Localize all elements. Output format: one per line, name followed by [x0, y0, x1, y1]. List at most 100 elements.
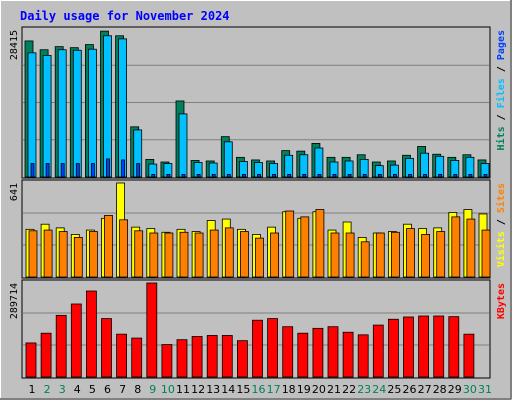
bar-files: [223, 141, 233, 178]
bar-pages: [45, 163, 50, 178]
x-tick-label: 25: [387, 383, 401, 396]
bar-sites: [104, 215, 113, 278]
bar-files: [103, 35, 112, 178]
bar-kbytes: [282, 326, 294, 378]
x-tick-label: 5: [89, 383, 96, 396]
x-tick-label: 28: [433, 383, 447, 396]
bar-sites: [58, 231, 68, 278]
chart-panels: 28415 Hits / Files / Pages 641 Visits / Sit…: [9, 26, 507, 379]
series-legend: Visits / Sites: [495, 183, 507, 267]
y-max-label: 28415: [9, 30, 20, 60]
bar-sites: [73, 237, 83, 278]
bar-pages: [287, 174, 292, 178]
bar-kbytes: [418, 315, 430, 378]
panel-hits-files-pages: 28415 Hits / Files / Pages: [9, 26, 507, 179]
bar-files: [284, 154, 294, 178]
bar-pages: [302, 174, 307, 178]
bar-sites: [239, 231, 249, 278]
bar-pages: [136, 163, 141, 178]
bar-kbytes: [372, 324, 384, 378]
panel-visits-sites: 641 Visits / Sites: [9, 179, 507, 279]
bar-sites: [315, 209, 325, 278]
bar-sites: [330, 232, 340, 278]
bar-pages: [377, 174, 382, 178]
bar-sites: [466, 218, 476, 278]
bar-sites: [436, 231, 446, 278]
x-tick-label: 11: [176, 383, 190, 396]
bar-kbytes: [191, 336, 203, 378]
bar-pages: [211, 174, 216, 178]
x-axis-labels: 1 2 3 4 5 6 7 8 9 10 11 12 13 14 15 16 17 18 19 20 21 22 23 24 2…: [29, 383, 493, 396]
legend-part: KBytes: [496, 283, 507, 319]
bar-kbytes: [267, 318, 279, 378]
bar-pages: [106, 158, 110, 178]
bar-kbytes: [206, 335, 218, 378]
bar-pages: [226, 174, 231, 178]
x-tick-label: 27: [418, 383, 432, 396]
panel-kbytes: 289714 KBytes: [9, 279, 507, 379]
bar-sites: [179, 231, 189, 278]
bar-sites: [255, 237, 264, 278]
x-tick-label: 15: [236, 383, 250, 396]
x-tick-label: 26: [403, 383, 417, 396]
bar-files: [118, 38, 127, 178]
x-tick-label: 8: [134, 383, 141, 396]
legend-part: /: [496, 60, 507, 78]
bar-files: [178, 113, 188, 178]
bar-pages: [166, 174, 171, 178]
bar-sites: [300, 216, 310, 278]
bar-kbytes: [25, 342, 37, 378]
bar-kbytes: [55, 314, 67, 378]
bar-kbytes: [448, 316, 460, 378]
bar-pages: [423, 174, 428, 178]
bar-kbytes: [221, 335, 233, 378]
bar-sites: [345, 232, 355, 278]
y-max-label: 289714: [9, 283, 20, 319]
bar-kbytes: [161, 344, 173, 378]
bar-sites: [285, 210, 295, 278]
bar-kbytes: [236, 340, 248, 378]
x-tick-label: 10: [161, 383, 175, 396]
x-tick-label: 13: [206, 383, 220, 396]
bar-files: [57, 49, 67, 178]
bar-files: [420, 152, 430, 178]
x-tick-label: 19: [297, 383, 311, 396]
bar-sites: [43, 229, 53, 278]
bar-kbytes: [146, 282, 158, 378]
bar-kbytes: [176, 339, 188, 378]
bar-sites: [194, 232, 204, 278]
x-tick-label: 2: [44, 383, 51, 396]
bar-sites: [406, 228, 415, 278]
bar-kbytes: [40, 332, 52, 378]
bar-kbytes: [70, 303, 82, 378]
x-tick-label: 1: [29, 383, 36, 396]
bar-sites: [209, 229, 219, 278]
bar-files: [88, 48, 97, 178]
bar-pages: [332, 174, 337, 178]
x-tick-label: 17: [267, 383, 281, 396]
bar-kbytes: [312, 327, 324, 378]
bar-kbytes: [463, 333, 475, 378]
x-tick-label: 31: [478, 383, 492, 396]
x-tick-label: 9: [149, 383, 156, 396]
legend-part: Hits: [495, 126, 507, 150]
bar-pages: [453, 174, 458, 178]
bar-pages: [91, 163, 95, 178]
bar-files: [72, 49, 82, 178]
bar-sites: [28, 230, 38, 278]
bar-pages: [272, 174, 277, 178]
legend-part: Visits: [495, 231, 507, 267]
bar-pages: [257, 174, 261, 178]
bar-sites: [89, 231, 98, 278]
legend-part: Sites: [495, 183, 507, 213]
chart-title: Daily usage for November 2024: [20, 9, 230, 23]
bar-pages: [30, 163, 35, 178]
legend-part: /: [496, 213, 507, 231]
bar-sites: [421, 234, 431, 278]
bar-files: [435, 155, 445, 178]
bar-sites: [224, 227, 234, 278]
bar-pages: [60, 163, 65, 178]
bar-sites: [360, 241, 370, 278]
legend-part: Pages: [496, 30, 507, 60]
